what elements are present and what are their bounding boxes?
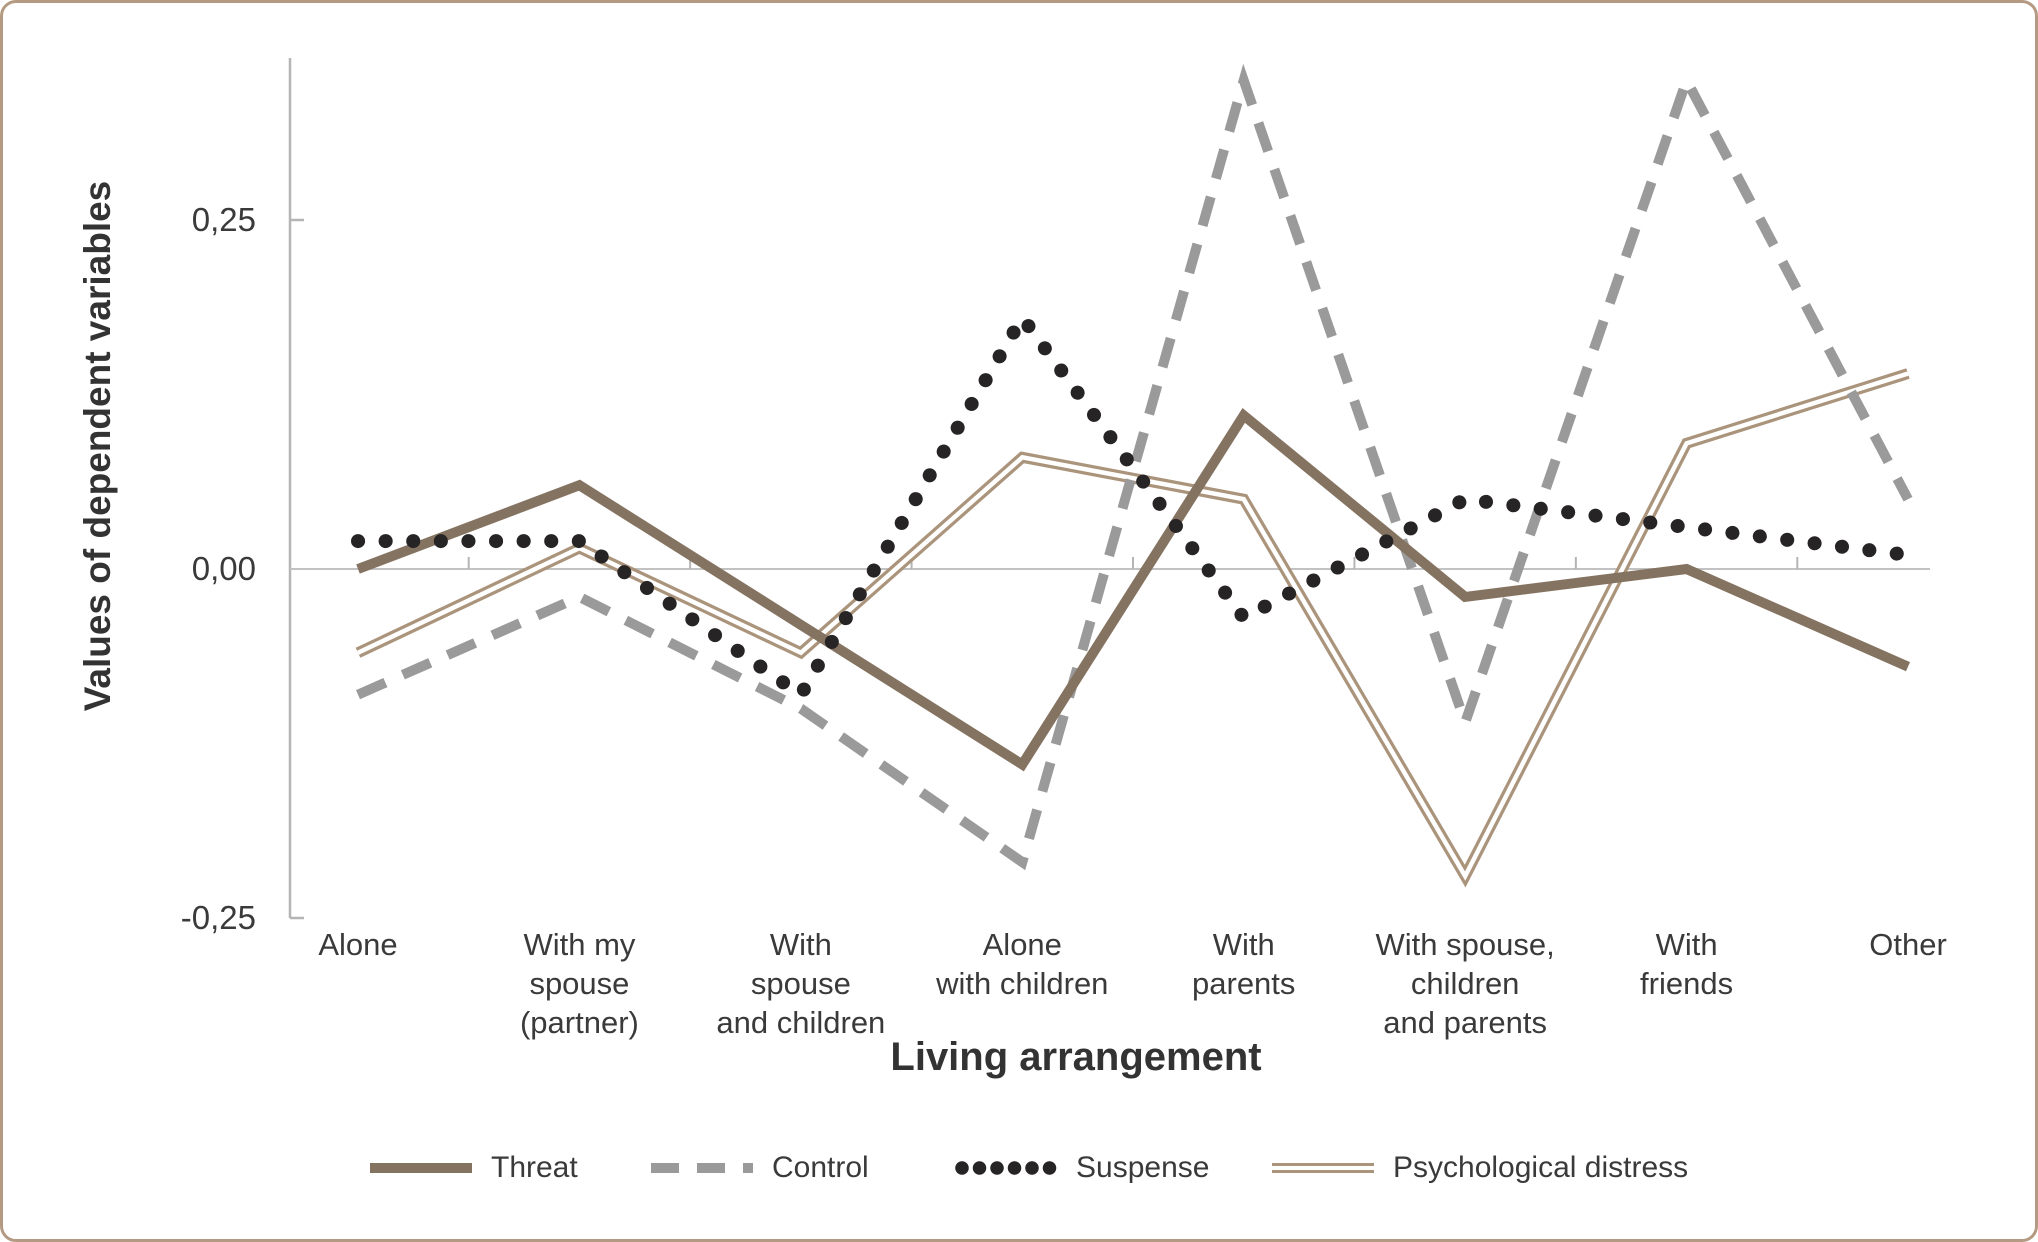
category-label: Other (1869, 927, 1947, 962)
series-line-psychological-distress (355, 368, 1910, 888)
series-line-control (355, 63, 1913, 871)
legend-item-control: Control (651, 1149, 869, 1187)
category-label: With parents (1192, 927, 1296, 1001)
category-label: With spouse, children and parents (1375, 927, 1555, 1040)
legend-label-threat: Threat (491, 1151, 578, 1184)
legend-label-suspense: Suspense (1076, 1151, 1210, 1184)
category-label: With spouse and children (716, 927, 886, 1040)
category-label: Alone with children (936, 927, 1109, 1001)
y-tick-label: 0,25 (191, 201, 256, 238)
legend-item-suspense: Suspense (955, 1149, 1209, 1187)
plot-area (288, 58, 1930, 920)
category-label: With friends (1640, 927, 1734, 1001)
psychological-distress-line-swatch (1272, 1163, 1374, 1173)
series-line-threat (356, 407, 1911, 772)
series-line-inner-white (357, 371, 1909, 881)
category-label: Alone (318, 927, 398, 962)
y-tick-label: -0,25 (180, 899, 256, 936)
suspense-line-swatch (955, 1161, 1057, 1175)
legend-label-control: Control (772, 1151, 869, 1184)
legend-label-psychological-distress: Psychological distress (1393, 1151, 1689, 1184)
category-label: With my spouse (partner) (519, 927, 639, 1040)
legend-item-threat: Threat (370, 1149, 578, 1187)
series-line-suspense (351, 310, 1916, 702)
threat-line-swatch (370, 1163, 472, 1173)
x-axis-title: Living arrangement (890, 1035, 1262, 1079)
legend-item-psychological-distress: Psychological distress (1272, 1149, 1688, 1187)
y-axis-title: Values of dependent variables (77, 180, 118, 712)
control-line-swatch (651, 1163, 753, 1173)
y-tick-label: 0,00 (191, 550, 256, 587)
